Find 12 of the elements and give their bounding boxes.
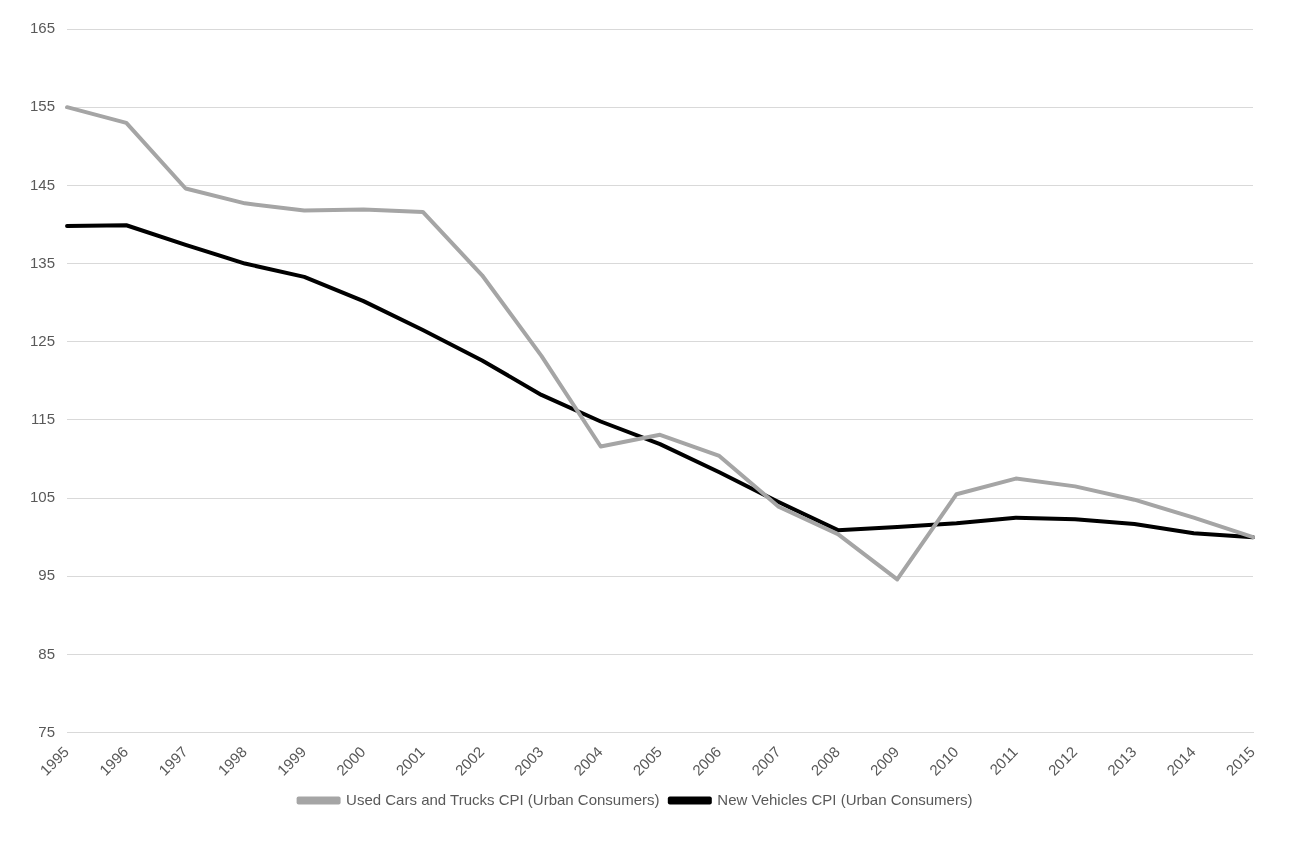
y-tick-label: 105	[30, 488, 56, 506]
y-tick-label: 95	[38, 566, 56, 584]
y-tick-label: 145	[30, 175, 56, 193]
y-tick-label: 135	[30, 253, 56, 271]
legend-label: New Vehicles CPI (Urban Consumers)	[717, 790, 973, 808]
y-tick-label: 155	[30, 97, 56, 115]
legend-label: Used Cars and Trucks CPI (Urban Consumers)	[346, 790, 660, 808]
y-tick-label: 115	[31, 410, 56, 428]
y-tick-label: 85	[38, 644, 56, 662]
y-tick-label: 75	[38, 722, 56, 740]
y-tick-label: 165	[30, 19, 56, 37]
y-tick-label: 125	[30, 331, 56, 349]
